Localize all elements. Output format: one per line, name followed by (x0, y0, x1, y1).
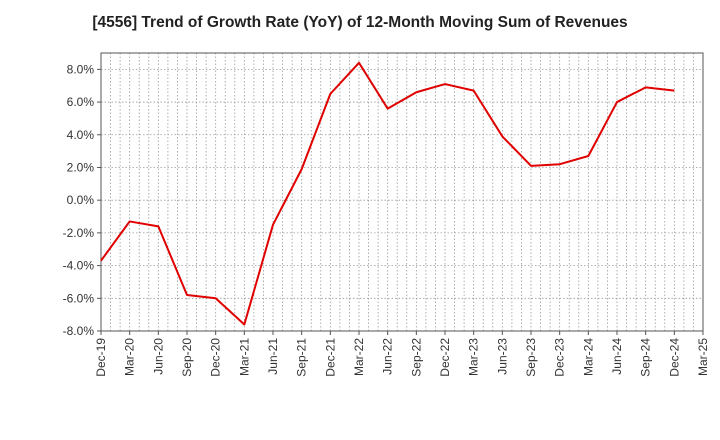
x-tick-label: Dec-21 (323, 338, 337, 377)
x-tick-label: Sep-23 (524, 338, 538, 377)
y-tick-label: 2.0% (67, 160, 95, 174)
x-tick-label: Sep-22 (409, 338, 423, 377)
chart-title: [4556] Trend of Growth Rate (YoY) of 12-… (92, 14, 628, 31)
x-tick-label: Jun-23 (495, 338, 509, 375)
y-tick-label: -8.0% (63, 324, 95, 338)
y-tick-label: 4.0% (67, 128, 95, 142)
y-tick-label: 6.0% (67, 95, 95, 109)
x-tick-label: Sep-20 (180, 338, 194, 377)
y-tick-label: 0.0% (67, 193, 95, 207)
x-tick-label: Jun-21 (266, 338, 280, 375)
x-tick-label: Sep-24 (639, 338, 653, 377)
x-tick-label: Jun-22 (381, 338, 395, 375)
x-tick-label: Mar-25 (696, 338, 710, 376)
x-tick-label: Dec-22 (438, 338, 452, 377)
y-tick-label: -4.0% (63, 259, 95, 273)
x-tick-label: Sep-21 (295, 338, 309, 377)
x-tick-label: Dec-19 (94, 338, 108, 377)
x-tick-label: Mar-24 (581, 338, 595, 376)
x-tick-label: Mar-21 (237, 338, 251, 376)
x-tick-label: Jun-20 (151, 338, 165, 375)
y-tick-label: -6.0% (63, 291, 95, 305)
y-tick-label: 8.0% (67, 62, 95, 76)
x-tick-label: Mar-23 (467, 338, 481, 376)
x-tick-label: Jun-24 (610, 338, 624, 375)
plot-frame (100, 52, 704, 332)
y-tick-label: -2.0% (63, 226, 95, 240)
x-tick-label: Dec-20 (209, 338, 223, 377)
x-tick-label: Mar-20 (123, 338, 137, 376)
x-tick-label: Mar-22 (352, 338, 366, 376)
x-tick-label: Dec-24 (667, 338, 681, 377)
x-tick-label: Dec-23 (553, 338, 567, 377)
